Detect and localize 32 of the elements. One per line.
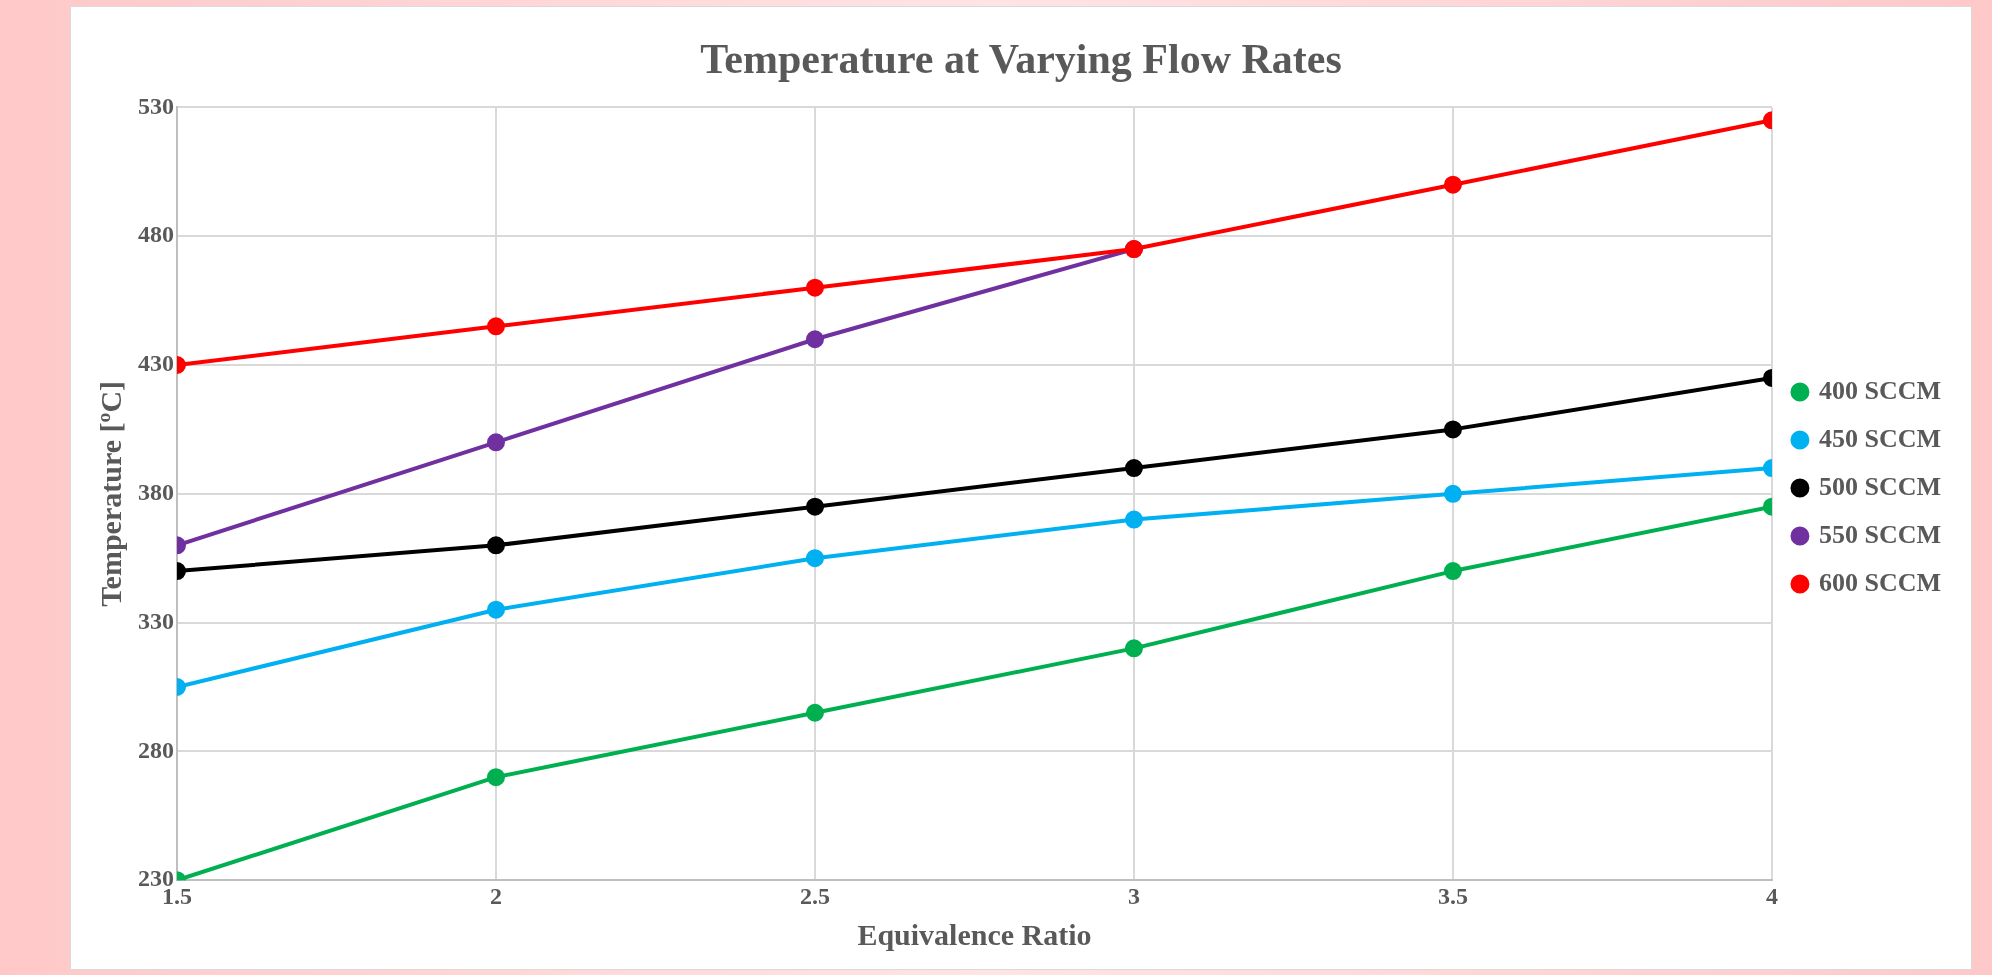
legend-label: 400 SCCM — [1818, 375, 1942, 405]
y-axis-title: Temperature [ºC] — [93, 380, 127, 607]
legend-label: 450 SCCM — [1818, 423, 1942, 453]
legend-label: 500 SCCM — [1818, 471, 1942, 501]
y-tick-label: 280 — [138, 736, 174, 763]
point — [805, 330, 824, 349]
point — [486, 536, 505, 555]
x-tick-label: 2.5 — [799, 882, 830, 909]
x-tick-label: 4 — [1765, 882, 1778, 909]
point — [486, 768, 505, 787]
chart-title: Temperature at Varying Flow Rates — [700, 36, 1342, 83]
point — [805, 549, 824, 568]
point — [1124, 510, 1143, 529]
point — [805, 278, 824, 297]
point — [486, 317, 505, 336]
point — [486, 600, 505, 619]
y-tick-label: 430 — [138, 350, 174, 377]
x-tick-label: 3 — [1127, 882, 1140, 909]
y-tick-label: 530 — [138, 92, 174, 119]
x-tick-label: 3.5 — [1437, 882, 1468, 909]
x-axis-title: Equivalence Ratio — [857, 917, 1092, 951]
point — [1124, 459, 1143, 478]
point — [486, 433, 505, 452]
point — [805, 497, 824, 516]
legend-label: 550 SCCM — [1818, 519, 1942, 549]
point — [805, 703, 824, 722]
x-tick-label: 2 — [489, 882, 502, 909]
point — [1124, 639, 1143, 658]
legend-label: 600 SCCM — [1818, 567, 1942, 597]
y-tick-label: 380 — [138, 479, 174, 505]
y-tick-label: 330 — [138, 607, 174, 634]
y-tick-label: 480 — [138, 221, 174, 248]
